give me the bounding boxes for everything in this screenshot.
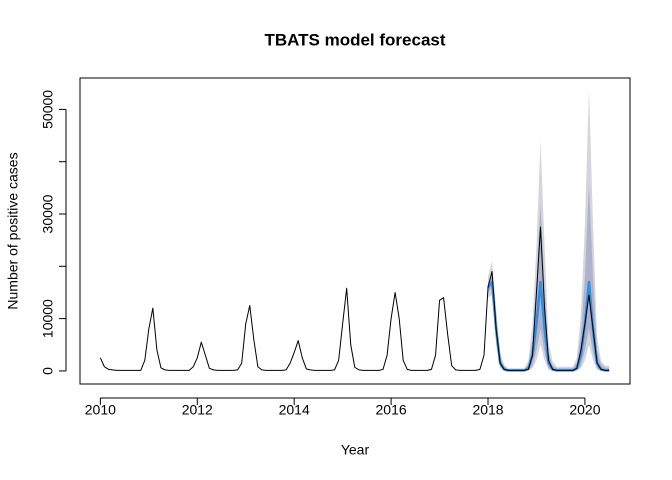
y-axis-label: Number of positive cases — [5, 152, 21, 309]
x-tick-label: 2020 — [569, 402, 600, 418]
chart-title: TBATS model forecast — [264, 30, 445, 49]
y-tick-label: 10000 — [40, 299, 56, 338]
x-tick-label: 2010 — [85, 402, 116, 418]
y-tick-label: 0 — [40, 367, 56, 375]
x-axis-label: Year — [341, 442, 370, 458]
interval-95 — [488, 88, 610, 371]
x-tick-label: 2018 — [472, 402, 503, 418]
y-tick-label: 50000 — [40, 90, 56, 129]
y-tick-label: 30000 — [40, 194, 56, 233]
series-line — [99, 226, 610, 371]
x-tick-label: 2014 — [279, 402, 310, 418]
plot-frame — [79, 77, 631, 385]
x-tick-label: 2016 — [376, 402, 407, 418]
interval-80 — [488, 182, 610, 371]
x-tick-label: 2012 — [182, 402, 213, 418]
